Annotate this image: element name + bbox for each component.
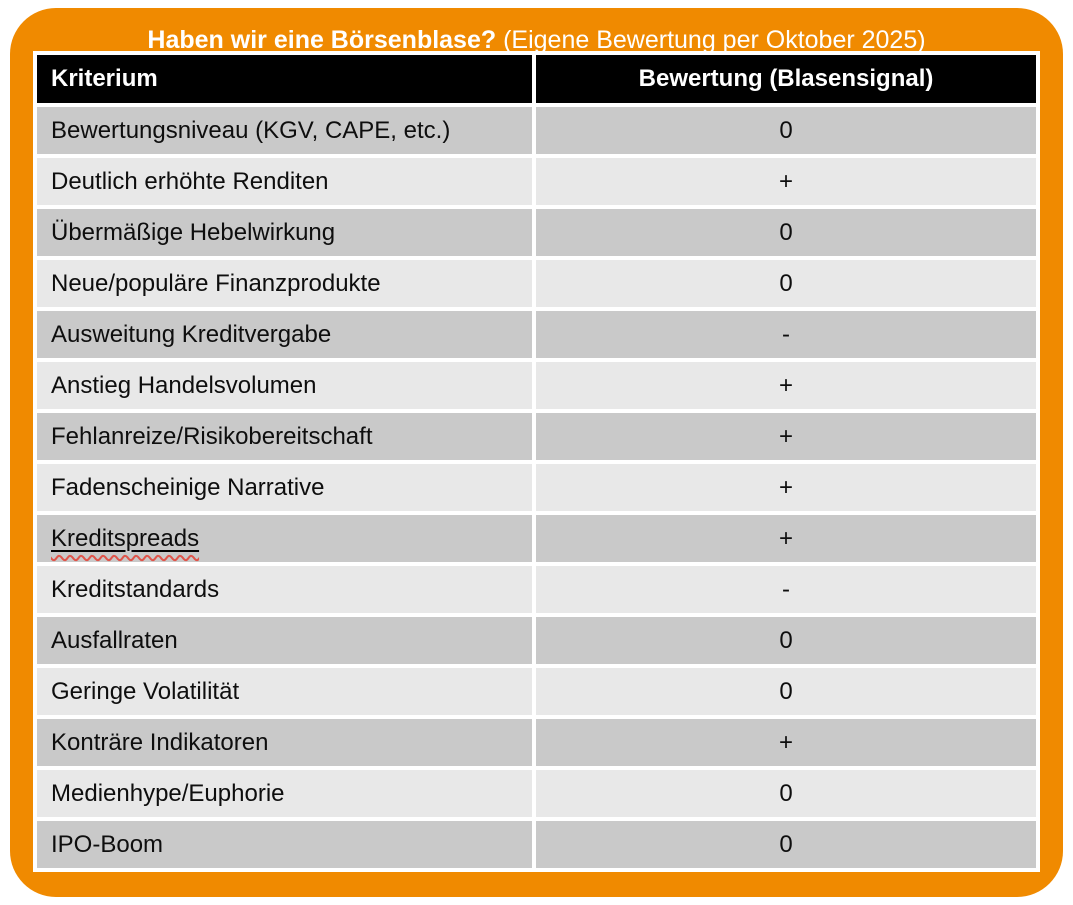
criterion-label: Ausweitung Kreditvergabe bbox=[51, 320, 332, 348]
criterion-cell: Deutlich erhöhte Renditen bbox=[37, 158, 532, 205]
title-subtitle: (Eigene Bewertung per Oktober 2025) bbox=[496, 26, 926, 54]
table-row: Bewertungsniveau (KGV, CAPE, etc.) 0 bbox=[37, 107, 1036, 154]
table-row: Übermäßige Hebelwirkung 0 bbox=[37, 209, 1036, 256]
criterion-cell: Ausfallraten bbox=[37, 617, 532, 664]
criterion-label: Anstieg Handelsvolumen bbox=[51, 371, 317, 399]
rating-cell: 0 bbox=[536, 821, 1036, 868]
table-row: Medienhype/Euphorie 0 bbox=[37, 770, 1036, 817]
criterion-cell: Fehlanreize/Risikobereitschaft bbox=[37, 413, 532, 460]
rating-cell: + bbox=[536, 158, 1036, 205]
title-question: Haben wir eine Börsenblase? bbox=[147, 26, 497, 54]
criterion-cell: Kreditstandards bbox=[37, 566, 532, 613]
column-header-bewertung: Bewertung (Blasensignal) bbox=[536, 55, 1036, 103]
rating-cell: + bbox=[536, 464, 1036, 511]
rating-cell: + bbox=[536, 719, 1036, 766]
table-body: Bewertungsniveau (KGV, CAPE, etc.) 0 Deu… bbox=[37, 107, 1036, 868]
rating-cell: 0 bbox=[536, 107, 1036, 154]
criterion-cell: Geringe Volatilität bbox=[37, 668, 532, 715]
rating-cell: + bbox=[536, 413, 1036, 460]
rating-cell: + bbox=[536, 515, 1036, 562]
rating-cell: 0 bbox=[536, 770, 1036, 817]
criterion-label: Konträre Indikatoren bbox=[51, 728, 269, 756]
criterion-label: Neue/populäre Finanzprodukte bbox=[51, 269, 381, 297]
criterion-cell: Medienhype/Euphorie bbox=[37, 770, 532, 817]
rating-cell: - bbox=[536, 566, 1036, 613]
criterion-cell: Konträre Indikatoren bbox=[37, 719, 532, 766]
table-row: Ausfallraten 0 bbox=[37, 617, 1036, 664]
rating-cell: 0 bbox=[536, 209, 1036, 256]
table-row: Deutlich erhöhte Renditen + bbox=[37, 158, 1036, 205]
header-row: Kriterium Bewertung (Blasensignal) bbox=[37, 55, 1036, 103]
criterion-label: Übermäßige Hebelwirkung bbox=[51, 218, 336, 246]
criterion-label: Medienhype/Euphorie bbox=[51, 779, 285, 807]
table-row: Kreditstandards - bbox=[37, 566, 1036, 613]
criterion-label: Geringe Volatilität bbox=[51, 677, 240, 705]
table-row: Anstieg Handelsvolumen + bbox=[37, 362, 1036, 409]
table-row: Geringe Volatilität 0 bbox=[37, 668, 1036, 715]
column-header-kriterium: Kriterium bbox=[37, 55, 532, 103]
rating-cell: 0 bbox=[536, 617, 1036, 664]
criterion-cell: Kreditspreads bbox=[37, 515, 532, 562]
criteria-table-wrapper: Kriterium Bewertung (Blasensignal) Bewer… bbox=[33, 51, 1040, 872]
criterion-cell: Neue/populäre Finanzprodukte bbox=[37, 260, 532, 307]
rating-cell: - bbox=[536, 311, 1036, 358]
table-row: Kreditspreads + bbox=[37, 515, 1036, 562]
rating-cell: + bbox=[536, 362, 1036, 409]
criterion-label: Kreditspreads bbox=[51, 524, 200, 552]
criterion-label: Deutlich erhöhte Renditen bbox=[51, 167, 329, 195]
criterion-label: IPO-Boom bbox=[51, 830, 164, 858]
criterion-cell: Anstieg Handelsvolumen bbox=[37, 362, 532, 409]
criterion-cell: Bewertungsniveau (KGV, CAPE, etc.) bbox=[37, 107, 532, 154]
table-row: Ausweitung Kreditvergabe - bbox=[37, 311, 1036, 358]
criterion-cell: Übermäßige Hebelwirkung bbox=[37, 209, 532, 256]
criterion-cell: Fadenscheinige Narrative bbox=[37, 464, 532, 511]
criterion-cell: IPO-Boom bbox=[37, 821, 532, 868]
criterion-label: Bewertungsniveau (KGV, CAPE, etc.) bbox=[51, 116, 451, 144]
criterion-label: Ausfallraten bbox=[51, 626, 178, 654]
rating-cell: 0 bbox=[536, 260, 1036, 307]
table-row: Konträre Indikatoren + bbox=[37, 719, 1036, 766]
page-title: Haben wir eine Börsenblase? (Eigene Bewe… bbox=[10, 25, 1063, 55]
criterion-label: Fehlanreize/Risikobereitschaft bbox=[51, 422, 373, 450]
table-row: IPO-Boom 0 bbox=[37, 821, 1036, 868]
criterion-label: Fadenscheinige Narrative bbox=[51, 473, 325, 501]
table-row: Fehlanreize/Risikobereitschaft + bbox=[37, 413, 1036, 460]
rating-cell: 0 bbox=[536, 668, 1036, 715]
table-row: Neue/populäre Finanzprodukte 0 bbox=[37, 260, 1036, 307]
criterion-cell: Ausweitung Kreditvergabe bbox=[37, 311, 532, 358]
table-row: Fadenscheinige Narrative + bbox=[37, 464, 1036, 511]
criteria-table: Kriterium Bewertung (Blasensignal) Bewer… bbox=[33, 51, 1040, 872]
criterion-label: Kreditstandards bbox=[51, 575, 220, 603]
